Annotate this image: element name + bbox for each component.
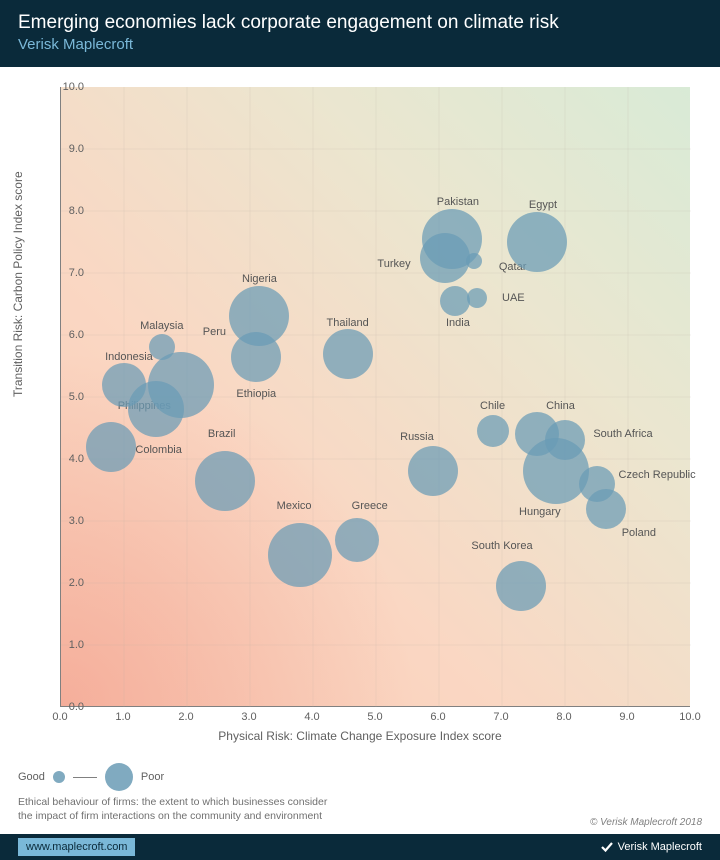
bubble <box>195 451 255 511</box>
bubble-label: Czech Republic <box>619 469 696 481</box>
check-icon <box>600 840 614 854</box>
x-tick: 2.0 <box>178 711 193 723</box>
bubble-label: Poland <box>622 527 656 539</box>
site-link[interactable]: www.maplecroft.com <box>18 838 135 856</box>
bubble <box>467 288 487 308</box>
bubble-label: Brazil <box>208 428 236 440</box>
legend-connector <box>73 777 97 778</box>
y-tick: 9.0 <box>44 143 84 155</box>
y-tick: 0.0 <box>44 701 84 713</box>
bubble-label: Russia <box>400 431 434 443</box>
bubble-label: Thailand <box>327 317 369 329</box>
bubble-label: South Korea <box>471 540 532 552</box>
x-tick: 6.0 <box>430 711 445 723</box>
bubble <box>335 518 379 562</box>
y-tick: 1.0 <box>44 639 84 651</box>
y-tick: 6.0 <box>44 329 84 341</box>
x-tick: 3.0 <box>241 711 256 723</box>
bubble-label: Indonesia <box>105 351 153 363</box>
bubble-label: UAE <box>502 292 525 304</box>
legend-poor-label: Poor <box>141 771 164 783</box>
header: Emerging economies lack corporate engage… <box>0 0 720 67</box>
bubble-label: Peru <box>203 326 226 338</box>
bubble <box>440 286 470 316</box>
bubble <box>148 352 214 418</box>
bubble <box>86 422 136 472</box>
copyright: © Verisk Maplecroft 2018 <box>590 817 702 828</box>
bubble-label: Malaysia <box>140 320 183 332</box>
x-tick: 5.0 <box>367 711 382 723</box>
legend-good-label: Good <box>18 771 45 783</box>
bubble <box>229 286 289 346</box>
bubble <box>477 415 509 447</box>
x-tick: 4.0 <box>304 711 319 723</box>
x-tick: 10.0 <box>679 711 700 723</box>
bubble <box>466 253 482 269</box>
bubble-label: Mexico <box>277 500 312 512</box>
bubble <box>323 329 373 379</box>
x-tick: 8.0 <box>556 711 571 723</box>
bubble-label: Hungary <box>519 506 561 518</box>
bubble <box>408 446 458 496</box>
y-tick: 4.0 <box>44 453 84 465</box>
bubble <box>496 561 546 611</box>
footer: www.maplecroft.com Verisk Maplecroft <box>0 834 720 860</box>
bubble <box>507 212 567 272</box>
y-tick: 3.0 <box>44 515 84 527</box>
legend-small-bubble <box>53 771 65 783</box>
bubble-label: South Africa <box>593 428 652 440</box>
brand-logo: Verisk Maplecroft <box>600 840 702 854</box>
bubble-label: Turkey <box>377 258 410 270</box>
bubble <box>545 420 585 460</box>
chart-title: Emerging economies lack corporate engage… <box>18 12 702 34</box>
x-tick: 7.0 <box>493 711 508 723</box>
bubble-label: Greece <box>352 500 388 512</box>
chart-area: PhilippinesIndonesiaColombiaMalaysiaPeru… <box>0 67 720 757</box>
bubble-label: Chile <box>480 400 505 412</box>
plot-area: PhilippinesIndonesiaColombiaMalaysiaPeru… <box>60 87 690 707</box>
y-tick: 5.0 <box>44 391 84 403</box>
bubble-label: Egypt <box>529 199 557 211</box>
legend-large-bubble <box>105 763 133 791</box>
bubble-label: Ethiopia <box>236 388 276 400</box>
x-axis-label: Physical Risk: Climate Change Exposure I… <box>218 729 501 743</box>
bubble-label: Nigeria <box>242 273 277 285</box>
bubble-label: India <box>446 317 470 329</box>
x-tick: 9.0 <box>619 711 634 723</box>
bubble <box>586 489 626 529</box>
x-tick: 1.0 <box>115 711 130 723</box>
bubble-label: Pakistan <box>437 196 479 208</box>
legend: Good Poor <box>0 757 720 793</box>
y-axis-label: Transition Risk: Carbon Policy Index sco… <box>11 171 25 397</box>
y-tick: 10.0 <box>44 81 84 93</box>
bubble <box>268 523 332 587</box>
y-tick: 2.0 <box>44 577 84 589</box>
chart-subtitle: Verisk Maplecroft <box>18 36 702 53</box>
y-tick: 7.0 <box>44 267 84 279</box>
bubble-label: Colombia <box>135 444 181 456</box>
y-tick: 8.0 <box>44 205 84 217</box>
bubble-label: China <box>546 400 575 412</box>
